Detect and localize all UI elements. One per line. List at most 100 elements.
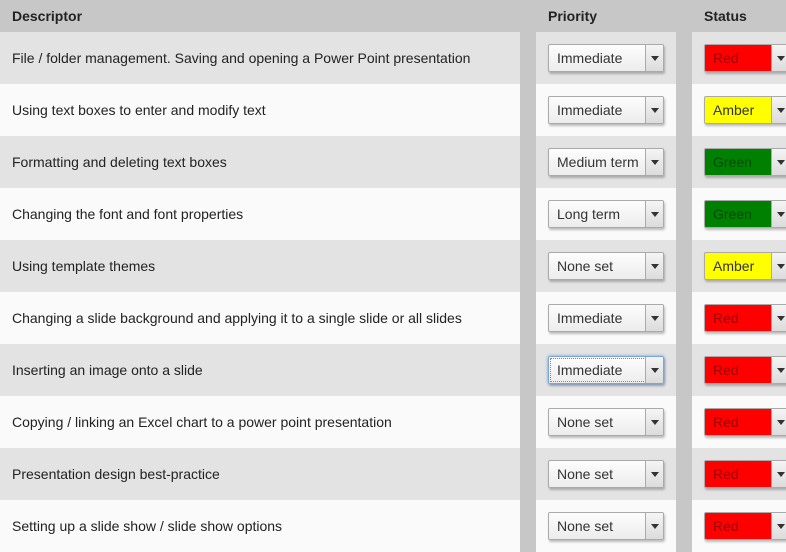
chevron-down-icon bbox=[645, 513, 663, 539]
priority-select[interactable]: Medium term bbox=[548, 148, 664, 176]
cell-priority: Medium term bbox=[536, 136, 676, 188]
cell-status: Amber bbox=[692, 240, 786, 292]
col-gap bbox=[676, 292, 692, 344]
chevron-down-icon bbox=[771, 305, 786, 331]
table-row: Copying / linking an Excel chart to a po… bbox=[0, 396, 786, 448]
status-select[interactable]: Red bbox=[704, 356, 786, 384]
cell-priority: Immediate bbox=[536, 32, 676, 84]
priority-select[interactable]: Long term bbox=[548, 200, 664, 228]
col-gap bbox=[520, 136, 536, 188]
table-row: Formatting and deleting text boxes Medium… bbox=[0, 136, 786, 188]
cell-priority: Immediate bbox=[536, 84, 676, 136]
chevron-down-icon bbox=[771, 409, 786, 435]
chevron-down-icon bbox=[771, 461, 786, 487]
status-select[interactable]: Amber bbox=[704, 96, 786, 124]
chevron-down-icon bbox=[645, 45, 663, 71]
chevron-down-icon bbox=[771, 513, 786, 539]
cell-status: Red bbox=[692, 396, 786, 448]
chevron-down-icon bbox=[771, 253, 786, 279]
col-gap bbox=[520, 0, 536, 32]
cell-priority: None set bbox=[536, 500, 676, 552]
table-row: Inserting an image onto a slide Immediate… bbox=[0, 344, 786, 396]
col-gap bbox=[676, 0, 692, 32]
chevron-down-icon bbox=[771, 45, 786, 71]
col-gap bbox=[676, 448, 692, 500]
chevron-down-icon bbox=[771, 357, 786, 383]
col-gap bbox=[676, 188, 692, 240]
cell-descriptor: Changing a slide background and applying… bbox=[0, 292, 520, 344]
cell-priority: None set bbox=[536, 448, 676, 500]
cell-descriptor: Changing the font and font properties bbox=[0, 188, 520, 240]
cell-descriptor: Copying / linking an Excel chart to a po… bbox=[0, 396, 520, 448]
chevron-down-icon bbox=[645, 357, 663, 383]
priority-select[interactable]: Immediate bbox=[548, 44, 664, 72]
cell-status: Red bbox=[692, 448, 786, 500]
chevron-down-icon bbox=[645, 97, 663, 123]
priority-select[interactable]: None set bbox=[548, 408, 664, 436]
chevron-down-icon bbox=[645, 149, 663, 175]
status-select[interactable]: Red bbox=[704, 44, 786, 72]
table-row: Changing a slide background and applying… bbox=[0, 292, 786, 344]
cell-status: Red bbox=[692, 292, 786, 344]
status-select[interactable]: Red bbox=[704, 304, 786, 332]
priority-select[interactable]: Immediate bbox=[548, 304, 664, 332]
col-header-status: Status bbox=[692, 0, 786, 32]
table-row: Presentation design best-practice None se… bbox=[0, 448, 786, 500]
chevron-down-icon bbox=[771, 149, 786, 175]
table-row: Setting up a slide show / slide show opt… bbox=[0, 500, 786, 552]
col-gap bbox=[676, 500, 692, 552]
col-header-priority: Priority bbox=[536, 0, 676, 32]
cell-descriptor: Presentation design best-practice bbox=[0, 448, 520, 500]
col-gap bbox=[520, 344, 536, 396]
col-gap bbox=[520, 396, 536, 448]
table-row: File / folder management. Saving and ope… bbox=[0, 32, 786, 84]
chevron-down-icon bbox=[645, 305, 663, 331]
cell-status: Red bbox=[692, 32, 786, 84]
col-gap bbox=[520, 292, 536, 344]
status-select[interactable]: Red bbox=[704, 460, 786, 488]
col-gap bbox=[520, 188, 536, 240]
col-gap bbox=[520, 32, 536, 84]
cell-priority: Immediate bbox=[536, 292, 676, 344]
col-gap bbox=[676, 32, 692, 84]
cell-priority: None set bbox=[536, 240, 676, 292]
col-gap bbox=[676, 344, 692, 396]
cell-descriptor: Using template themes bbox=[0, 240, 520, 292]
status-select[interactable]: Green bbox=[704, 148, 786, 176]
col-gap bbox=[676, 396, 692, 448]
cell-descriptor: Formatting and deleting text boxes bbox=[0, 136, 520, 188]
col-gap bbox=[520, 240, 536, 292]
cell-status: Red bbox=[692, 500, 786, 552]
chevron-down-icon bbox=[645, 253, 663, 279]
table-row: Using text boxes to enter and modify tex… bbox=[0, 84, 786, 136]
skills-table: Descriptor Priority Status File / folder… bbox=[0, 0, 786, 552]
chevron-down-icon bbox=[771, 97, 786, 123]
table-row: Using template themes None set Amber bbox=[0, 240, 786, 292]
priority-select[interactable]: None set bbox=[548, 252, 664, 280]
col-gap bbox=[520, 500, 536, 552]
status-select[interactable]: Red bbox=[704, 408, 786, 436]
priority-select[interactable]: Immediate bbox=[548, 96, 664, 124]
chevron-down-icon bbox=[645, 409, 663, 435]
col-header-descriptor: Descriptor bbox=[0, 0, 520, 32]
chevron-down-icon bbox=[645, 201, 663, 227]
cell-status: Amber bbox=[692, 84, 786, 136]
status-select[interactable]: Red bbox=[704, 512, 786, 540]
chevron-down-icon bbox=[771, 201, 786, 227]
chevron-down-icon bbox=[645, 461, 663, 487]
priority-select[interactable]: None set bbox=[548, 460, 664, 488]
col-gap bbox=[676, 240, 692, 292]
table-header-row: Descriptor Priority Status bbox=[0, 0, 786, 32]
priority-select[interactable]: Immediate bbox=[548, 356, 664, 384]
cell-descriptor: File / folder management. Saving and ope… bbox=[0, 32, 520, 84]
cell-descriptor: Inserting an image onto a slide bbox=[0, 344, 520, 396]
priority-select[interactable]: None set bbox=[548, 512, 664, 540]
col-gap bbox=[676, 136, 692, 188]
col-gap bbox=[676, 84, 692, 136]
cell-status: Red bbox=[692, 344, 786, 396]
cell-priority: Immediate bbox=[536, 344, 676, 396]
cell-descriptor: Using text boxes to enter and modify tex… bbox=[0, 84, 520, 136]
status-select[interactable]: Amber bbox=[704, 252, 786, 280]
col-gap bbox=[520, 448, 536, 500]
status-select[interactable]: Green bbox=[704, 200, 786, 228]
